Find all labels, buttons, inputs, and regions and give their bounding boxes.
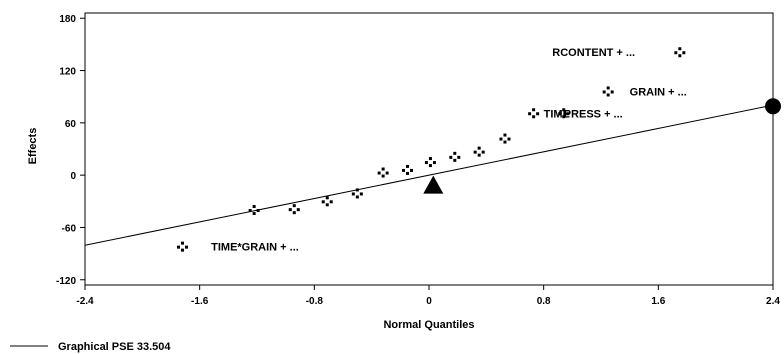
reference-line (84, 104, 774, 246)
data-point (499, 133, 511, 144)
point-annotation: TIME*GRAIN + ... (211, 242, 299, 254)
x-tick-label: 0 (426, 296, 432, 307)
data-point (351, 188, 363, 199)
x-axis-label: Normal Quantiles (383, 319, 474, 331)
x-tick-label: 0.8 (537, 296, 551, 307)
y-axis-label: Effects (27, 128, 39, 165)
data-point (248, 205, 260, 216)
x-tick-label: 1.6 (651, 296, 665, 307)
point-annotation: GRAIN + ... (630, 86, 687, 98)
y-axis: -120 -60 0 60 120 180 (56, 14, 85, 287)
data-point (449, 151, 461, 162)
data-point (674, 47, 686, 58)
x-axis: -2.4 -1.6 -0.8 0 0.8 1.6 2.4 (76, 285, 780, 307)
data-point (176, 241, 188, 252)
x-tick-label: -1.6 (191, 296, 209, 307)
point-annotation: RCONTENT + ... (552, 47, 635, 59)
y-tick-label: -120 (56, 276, 76, 287)
y-tick-label: -60 (62, 223, 77, 234)
point-annotation: TIME (544, 108, 570, 120)
y-tick-label: 120 (59, 67, 76, 78)
y-tick-label: 60 (65, 119, 77, 130)
plot-frame (84, 12, 774, 286)
circle-marker (765, 98, 781, 115)
data-point (424, 157, 436, 168)
x-tick-label: -2.4 (76, 296, 94, 307)
data-point (402, 164, 413, 175)
data-point (558, 108, 570, 119)
legend-label: Graphical PSE 33.504 (58, 341, 171, 353)
data-point (321, 196, 333, 207)
triangle-marker (423, 175, 444, 194)
y-tick-label: 180 (59, 14, 76, 25)
x-tick-label: 2.4 (766, 296, 780, 307)
point-annotation: PRESS + ... (564, 108, 623, 120)
data-point (473, 146, 485, 157)
data-point (602, 86, 614, 97)
data-point (528, 108, 540, 119)
y-tick-label: 0 (70, 171, 76, 182)
data-point (377, 167, 389, 178)
data-point (288, 204, 300, 215)
x-tick-label: -0.8 (306, 296, 324, 307)
data-points (176, 47, 686, 252)
